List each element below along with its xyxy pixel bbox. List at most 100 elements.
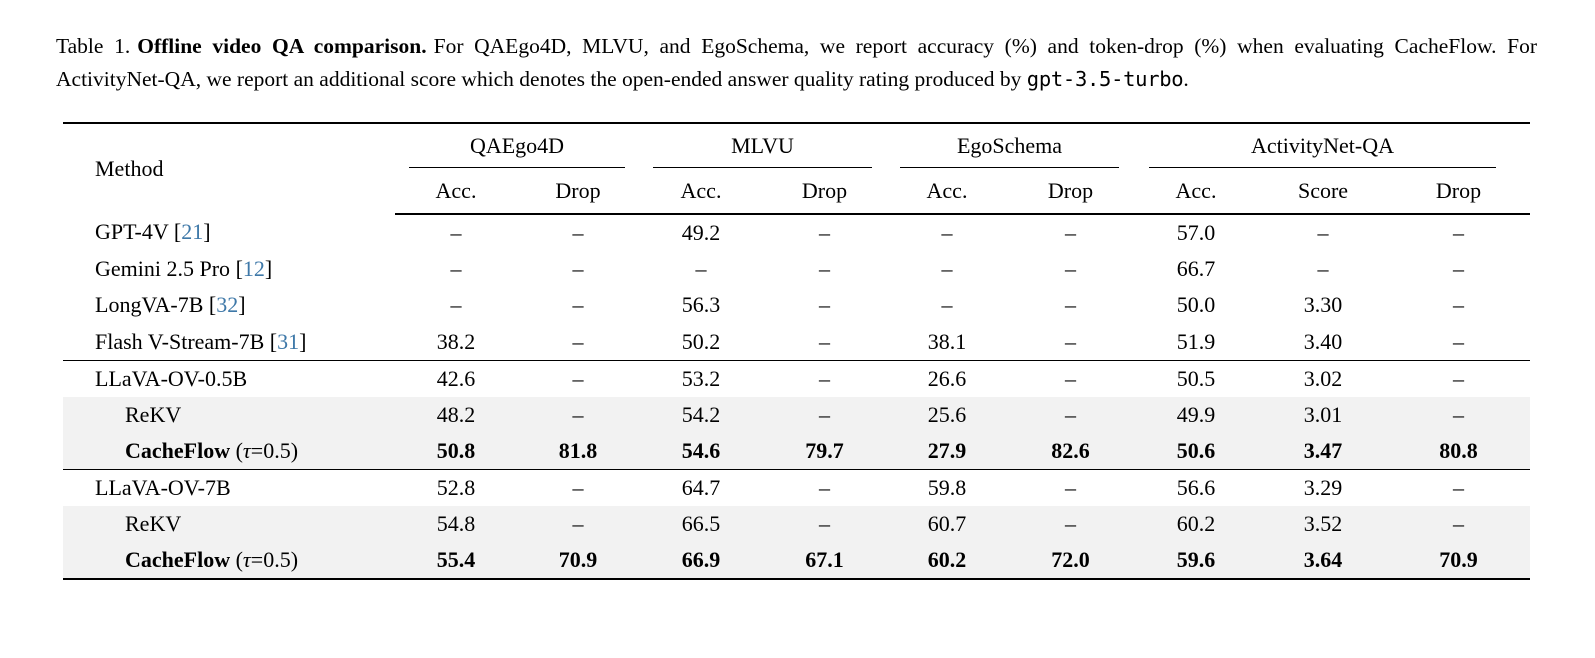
value-cell: –	[1065, 292, 1076, 318]
group-label: QAEgo4D	[469, 133, 565, 158]
group-label: EgoSchema	[956, 133, 1063, 158]
value-cell: 56.6	[1133, 469, 1259, 506]
value-cell: –	[572, 511, 584, 537]
value-cell: –	[1453, 401, 1464, 427]
citation-link[interactable]: 32	[216, 292, 239, 318]
value-cell: –	[819, 255, 830, 281]
value-cell: –	[1065, 255, 1076, 281]
value-cell: 3.52	[1303, 511, 1343, 537]
value-cell: 25.6	[927, 401, 967, 427]
method-cell: ReKV	[63, 397, 395, 434]
value-cell: 42.6	[395, 359, 517, 397]
col-header-anqa-acc: Acc.	[1133, 168, 1259, 215]
method-cell: Gemini 2.5 Pro [12]	[63, 251, 395, 288]
citation-link[interactable]: 12	[242, 255, 265, 281]
value-cell: –	[1065, 219, 1076, 245]
value-cell: –	[572, 292, 584, 318]
value-cell: –	[1387, 469, 1530, 506]
method-cell: CacheFlow (τ=0.5)	[63, 543, 395, 580]
value-cell: 56.3	[681, 292, 721, 318]
value-cell: –	[517, 469, 639, 506]
method-name: CacheFlow	[125, 547, 231, 573]
value-cell: 53.2	[639, 359, 763, 397]
value-cell: –	[763, 469, 886, 506]
method-name: Flash V-Stream-7B	[95, 328, 265, 354]
method-suffix: (τ=0.5)	[230, 438, 299, 463]
value-cell: 59.8	[886, 469, 1008, 506]
value-cell: –	[819, 401, 830, 427]
col-header-qaego4d-acc: Acc.	[395, 168, 517, 215]
method-name: LLaVA-OV-0.5B	[95, 365, 248, 391]
group-label-underline: QAEgo4D	[409, 124, 625, 168]
group-label-underline: ActivityNet-QA	[1149, 124, 1496, 168]
value-cell: 50.0	[1176, 292, 1216, 318]
value-cell: 59.6	[1176, 547, 1216, 573]
value-cell: 54.2	[681, 401, 721, 427]
value-cell: 64.7	[639, 469, 763, 506]
col-header-anqa-drop: Drop	[1387, 168, 1530, 215]
method-column-header: Method	[95, 156, 164, 181]
value-cell: 60.2	[1176, 511, 1216, 537]
value-cell: –	[819, 511, 830, 537]
caption-label: Table 1.	[56, 34, 131, 58]
group-label-underline: MLVU	[653, 124, 872, 168]
method-name: Gemini 2.5 Pro	[95, 255, 231, 281]
value-cell: –	[1453, 219, 1464, 245]
value-cell: –	[572, 328, 584, 354]
method-cell: Flash V-Stream-7B [31]	[63, 324, 395, 361]
value-cell: –	[695, 255, 707, 281]
value-cell: 3.40	[1303, 328, 1343, 354]
col-header-anqa-score: Score	[1259, 168, 1387, 215]
table-row: LongVA-7B [32] – – 56.3 – – – 50.0 3.30 –	[63, 287, 1530, 324]
citation-link[interactable]: 21	[181, 219, 204, 245]
table-head: Method QAEgo4D MLVU EgoSchema ActivityNe…	[63, 123, 1530, 215]
value-cell: –	[1453, 511, 1464, 537]
method-cell: CacheFlow (τ=0.5)	[63, 433, 395, 470]
value-cell: 54.8	[436, 511, 476, 537]
citation-link[interactable]: 31	[277, 328, 300, 354]
table-caption: Table 1. Offline video QA comparison. For …	[56, 30, 1537, 96]
value-cell: 26.6	[886, 359, 1008, 397]
value-cell: 38.2	[436, 328, 476, 354]
value-cell: 3.01	[1303, 401, 1343, 427]
value-cell: –	[572, 401, 584, 427]
value-cell: 49.9	[1176, 401, 1216, 427]
paper-table: Method QAEgo4D MLVU EgoSchema ActivityNe…	[63, 122, 1530, 580]
subheader-row: Acc. Drop Acc. Drop Acc. Drop Acc. Score…	[63, 168, 1530, 215]
table-row: Gemini 2.5 Pro [12] – – – – – – 66.7 – –	[63, 251, 1530, 288]
group-header-qaego4d: QAEgo4D	[395, 123, 639, 168]
value-cell: 60.7	[927, 511, 967, 537]
value-cell: 3.47	[1303, 438, 1343, 463]
group-label: MLVU	[731, 133, 794, 158]
value-cell: 51.9	[1176, 328, 1216, 354]
value-cell: –	[1453, 328, 1464, 354]
col-header-egoschema-drop: Drop	[1008, 168, 1133, 215]
value-cell: 66.9	[681, 547, 721, 573]
value-cell: 50.6	[1176, 438, 1216, 463]
table-row: ReKV 48.2 – 54.2 – 25.6 – 49.9 3.01 –	[63, 396, 1530, 434]
value-cell: 3.02	[1259, 359, 1387, 397]
group-header-row: Method QAEgo4D MLVU EgoSchema ActivityNe…	[63, 123, 1530, 181]
group-header-egoschema: EgoSchema	[886, 123, 1133, 168]
method-suffix: (τ=0.5)	[230, 547, 299, 573]
method-name: LLaVA-OV-7B	[95, 475, 231, 500]
method-cell: ReKV	[63, 506, 395, 543]
value-cell: –	[1453, 292, 1464, 318]
value-cell: –	[572, 255, 584, 281]
method-name: LongVA-7B	[95, 292, 204, 318]
table-row: ReKV 54.8 – 66.5 – 60.7 – 60.2 3.52 –	[63, 506, 1530, 543]
value-cell: –	[763, 359, 886, 397]
group-label-underline: EgoSchema	[900, 124, 1119, 168]
col-header-mlvu-drop: Drop	[763, 168, 886, 215]
value-cell: –	[941, 219, 953, 245]
caption-code-gpt: gpt-3.5-turbo	[1026, 67, 1184, 91]
group-label: ActivityNet-QA	[1251, 133, 1394, 158]
value-cell: –	[1317, 219, 1329, 245]
table-body: GPT-4V [21] – –49.2– – –57.0– – Gemini 2.5 Pro…	[63, 214, 1530, 579]
table-row: Flash V-Stream-7B [31] 38.2 – 50.2 – 38.1 – 51.…	[63, 324, 1530, 361]
value-cell: 50.8	[436, 438, 476, 463]
table-row: LLaVA-OV-7B 52.8–64.7–59.8–56.6 3.29–	[63, 469, 1530, 506]
value-cell: 57.0	[1176, 219, 1216, 245]
caption-title: Offline video QA comparison.	[137, 34, 427, 58]
method-cell: LLaVA-OV-0.5B	[63, 359, 395, 397]
